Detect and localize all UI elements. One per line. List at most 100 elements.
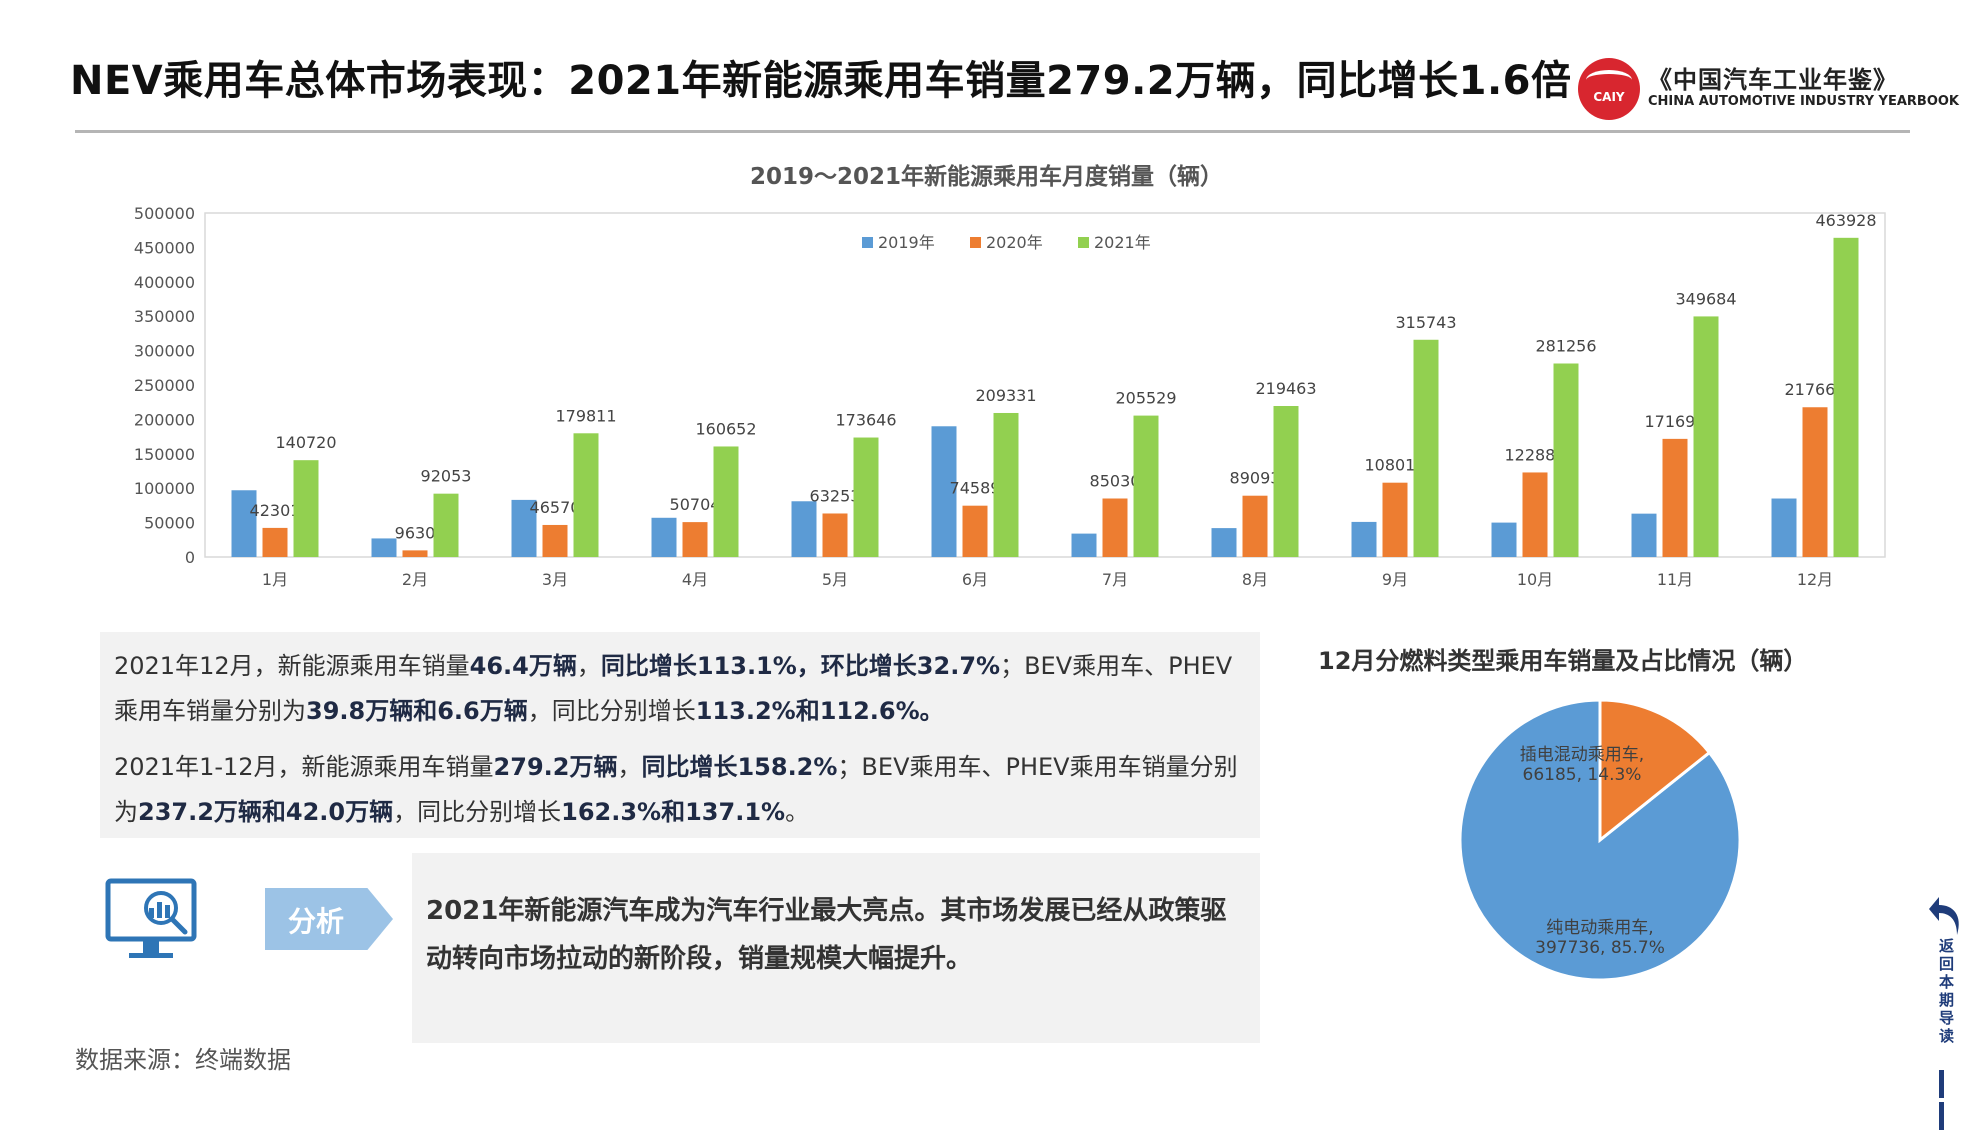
back-to-guide-label[interactable]: 返回本期导读	[1939, 937, 1955, 1045]
summary-text-run: 2021年12月，新能源乘用车销量	[114, 652, 470, 680]
legend-label: 2020年	[986, 233, 1043, 252]
summary-paragraph-december: 2021年12月，新能源乘用车销量46.4万辆，同比增长113.1%，环比增长3…	[114, 644, 1240, 734]
bar-value-label: 108016	[1364, 456, 1425, 475]
x-tick-label: 8月	[1242, 570, 1268, 589]
monthly-sales-bar-chart: 0 50000 100000 150000 200000 250000 300000 3500…	[134, 204, 1886, 589]
analysis-arrow-label: 分析	[265, 888, 393, 950]
x-tick-label: 11月	[1657, 570, 1693, 589]
x-tick-label: 7月	[1102, 570, 1128, 589]
bar-2019年	[231, 490, 257, 557]
bar-2019年	[931, 426, 957, 557]
bar-2021年	[1693, 316, 1719, 557]
x-tick-label: 12月	[1797, 570, 1833, 589]
bar-2020年	[1522, 472, 1548, 557]
bar-chart-title: 2019～2021年新能源乘用车月度销量（辆）	[749, 164, 1224, 190]
bar-2020年	[682, 522, 708, 557]
bar-value-label: 9630	[395, 523, 436, 542]
analysis-text: 2021年新能源汽车成为汽车行业最大亮点。其市场发展已经从政策驱动转向市场拉动的…	[426, 896, 1227, 974]
bar-2020年	[262, 527, 288, 557]
bar-2019年	[1351, 521, 1377, 557]
bar-2021年	[1553, 363, 1579, 557]
bar-2021年	[993, 412, 1019, 557]
pie-chart-title: 12月分燃料类型乘用车销量及占比情况（辆）	[1318, 647, 1808, 675]
bar-2021年	[433, 493, 459, 557]
bar-2020年	[1802, 407, 1828, 557]
summary-panel: 2021年12月，新能源乘用车销量46.4万辆，同比增长113.1%，环比增长3…	[100, 632, 1260, 838]
bar-2021年	[1133, 415, 1159, 557]
x-tick-label: 2月	[402, 570, 428, 589]
pie-label-name: 插电混动乘用车,	[1520, 745, 1644, 765]
bar-2020年	[1662, 438, 1688, 557]
bar-value-label: 89093	[1230, 469, 1281, 488]
bar-2019年	[1491, 522, 1517, 557]
bar-2019年	[1071, 533, 1097, 557]
bar-value-label: 92053	[421, 467, 472, 486]
bar-2019年	[651, 517, 677, 557]
bar-2019年	[1631, 513, 1657, 557]
bar-2021年	[713, 446, 739, 557]
back-to-guide-nav[interactable]: 返回本期导读	[1925, 895, 1965, 1130]
logo-swoosh-icon	[1586, 70, 1632, 90]
analysis-label: 分析	[287, 905, 344, 938]
bar-value-label: 160652	[695, 419, 756, 438]
analysis-panel: 2021年新能源汽车成为汽车行业最大亮点。其市场发展已经从政策驱动转向市场拉动的…	[412, 853, 1260, 1043]
bar-2019年	[511, 499, 537, 557]
y-tick-label: 100000	[134, 479, 195, 498]
brand-name-cn: 《中国汽车工业年鉴》	[1648, 66, 1898, 94]
bar-value-label: 122886	[1504, 445, 1565, 464]
bar-2021年	[293, 460, 319, 557]
bar-value-label: 173646	[835, 411, 896, 430]
bar-value-label: 140720	[275, 433, 336, 452]
pie-label-value: 66185, 14.3%	[1523, 765, 1642, 785]
y-tick-label: 500000	[134, 204, 195, 223]
bar-2019年	[1771, 498, 1797, 557]
x-tick-label: 4月	[682, 570, 708, 589]
summary-text-run: ；BEV乘用车、PHEV乘用车销量分别为	[114, 652, 1233, 725]
bar-2020年	[542, 524, 568, 557]
y-tick-label: 0	[185, 548, 195, 567]
summary-text-run: ，同比分别增长	[393, 798, 562, 826]
pie-slice	[1598, 698, 1712, 844]
summary-paragraph-annual: 2021年1-12月，新能源乘用车销量279.2万辆，同比增长158.2%；BE…	[114, 745, 1240, 835]
summary-text-run: ，	[617, 753, 642, 781]
bar-value-label: 46570	[530, 498, 581, 517]
bar-2021年	[853, 437, 879, 557]
legend-label: 2021年	[1094, 233, 1151, 252]
summary-text-run: ；BEV乘用车、PHEV乘用车销量分别为	[114, 753, 1238, 826]
legend-swatch	[970, 237, 981, 248]
bar-value-label: 217661	[1784, 380, 1845, 399]
bar-2020年	[962, 505, 988, 557]
y-tick-label: 50000	[144, 514, 195, 533]
logo-text: CAIY	[1593, 90, 1625, 104]
bar-value-label: 349684	[1675, 289, 1736, 308]
summary-text-run: 2021年1-12月，新能源乘用车销量	[114, 753, 494, 781]
x-tick-label: 1月	[262, 570, 288, 589]
x-tick-label: 10月	[1517, 570, 1553, 589]
back-arrow-icon[interactable]	[1925, 895, 1965, 935]
bar-value-label: 179811	[555, 406, 616, 425]
y-tick-label: 150000	[134, 445, 195, 464]
bar-2021年	[1273, 406, 1299, 557]
summary-text-run: 同比增长113.1%，环比增长32.7%	[600, 652, 1001, 680]
bar-2019年	[1211, 528, 1237, 557]
bar-value-label: 50704	[670, 495, 721, 514]
data-source: 数据来源：终端数据	[75, 1046, 291, 1074]
bar-value-label: 171698	[1644, 412, 1705, 431]
y-tick-label: 450000	[134, 238, 195, 257]
bar-2020年	[402, 550, 428, 557]
bar-2021年	[1413, 339, 1439, 557]
bar-2019年	[791, 501, 817, 557]
bar-2019年	[371, 538, 397, 557]
bar-value-label: 315743	[1395, 313, 1456, 332]
side-nav-bars-icon	[1939, 1070, 1953, 1130]
summary-text-run: 同比增长158.2%	[641, 753, 838, 781]
legend-swatch	[1078, 237, 1089, 248]
summary-text-run: 39.8万辆和6.6万辆	[306, 697, 528, 725]
bar-value-label: 281256	[1535, 336, 1596, 355]
legend-swatch	[862, 237, 873, 248]
fuel-type-pie-chart: 纯电动乘用车,397736, 85.7% 插电混动乘用车,66185, 14.3%	[1458, 698, 1742, 982]
summary-text-run: ，同比分别增长	[527, 697, 696, 725]
bar-value-label: 63253	[810, 486, 861, 505]
summary-text-run: ，	[576, 652, 601, 680]
legend-label: 2019年	[878, 233, 935, 252]
